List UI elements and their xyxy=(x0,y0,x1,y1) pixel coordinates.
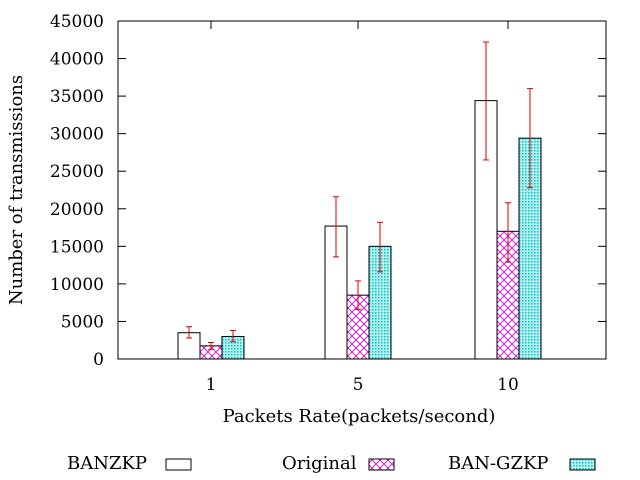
y-tick-label: 10000 xyxy=(50,275,104,295)
legend-label-ban-gzkp: BAN-GZKP xyxy=(448,453,549,474)
y-tick-label: 45000 xyxy=(50,12,104,32)
y-axis-title: Number of transmissions xyxy=(6,75,27,305)
y-tick-label: 30000 xyxy=(50,125,104,145)
error-bars xyxy=(186,41,533,350)
x-tick-label: 1 xyxy=(206,375,217,395)
y-tick-label: 15000 xyxy=(50,237,104,257)
y-tick-label: 35000 xyxy=(50,87,104,107)
x-axis: 1 5 10 xyxy=(206,21,519,395)
legend-label-banzkp: BANZKP xyxy=(67,453,147,474)
legend-swatch-banzkp xyxy=(165,458,192,471)
legend-swatch-original xyxy=(368,458,395,471)
y-tick-label: 0 xyxy=(93,350,104,370)
y-tick-label: 5000 xyxy=(61,312,104,332)
legend: BANZKP Original BAN-GZKP xyxy=(67,453,596,474)
y-tick-label: 40000 xyxy=(50,50,104,70)
x-tick-label: 5 xyxy=(353,375,364,395)
x-tick-label: 10 xyxy=(497,375,519,395)
y-tick-label: 25000 xyxy=(50,162,104,182)
legend-label-original: Original xyxy=(282,453,357,474)
y-tick-label: 20000 xyxy=(50,200,104,220)
y-axis: 0 5000 10000 15000 20000 25000 30000 35000 40000… xyxy=(50,12,606,370)
bar-series xyxy=(177,100,542,360)
x-axis-title: Packets Rate(packets/second) xyxy=(223,406,496,427)
legend-swatch-ban-gzkp xyxy=(569,458,596,471)
